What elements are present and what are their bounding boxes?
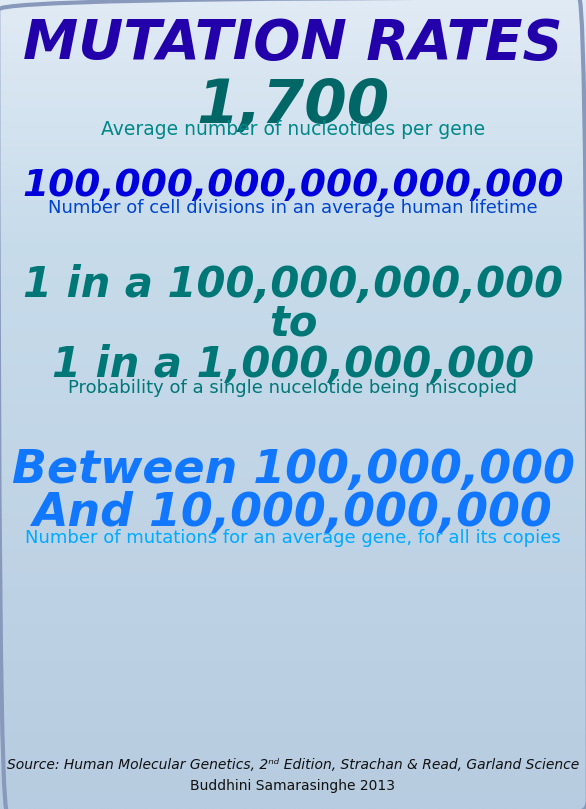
Text: 1,700: 1,700 <box>196 78 390 136</box>
Text: Probability of a single nucelotide being miscopied: Probability of a single nucelotide being… <box>69 379 517 397</box>
Text: Average number of nucleotides per gene: Average number of nucleotides per gene <box>101 120 485 139</box>
Text: 1 in a 100,000,000,000: 1 in a 100,000,000,000 <box>23 264 563 306</box>
Text: 100,000,000,000,000,000: 100,000,000,000,000,000 <box>22 168 564 204</box>
Text: Source: Human Molecular Genetics, 2ⁿᵈ Edition, Strachan & Read, Garland Science: Source: Human Molecular Genetics, 2ⁿᵈ Ed… <box>7 757 579 772</box>
Text: MUTATION RATES: MUTATION RATES <box>23 18 563 71</box>
Text: Number of mutations for an average gene, for all its copies: Number of mutations for an average gene,… <box>25 529 561 547</box>
Text: And 10,000,000,000: And 10,000,000,000 <box>33 491 553 536</box>
Text: Number of cell divisions in an average human lifetime: Number of cell divisions in an average h… <box>48 199 538 217</box>
Text: to: to <box>269 303 317 345</box>
Text: 1 in a 1,000,000,000: 1 in a 1,000,000,000 <box>52 344 534 386</box>
Text: Buddhini Samarasinghe 2013: Buddhini Samarasinghe 2013 <box>190 779 396 794</box>
Text: Between 100,000,000: Between 100,000,000 <box>12 448 574 493</box>
